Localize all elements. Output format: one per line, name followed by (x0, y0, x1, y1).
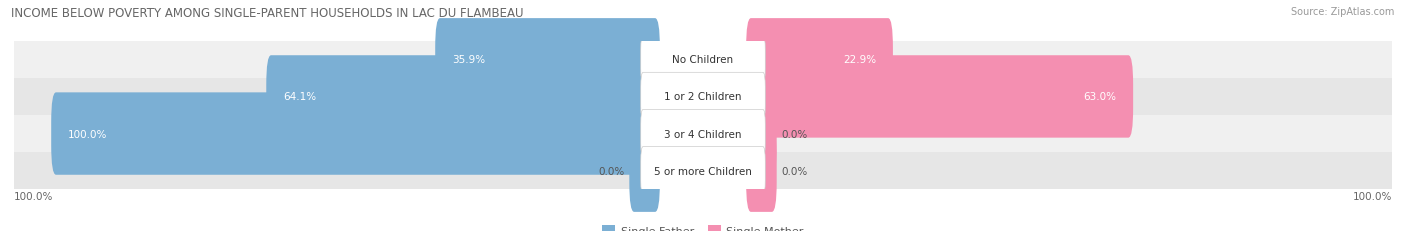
FancyBboxPatch shape (641, 36, 765, 84)
FancyBboxPatch shape (641, 110, 765, 158)
FancyBboxPatch shape (436, 19, 659, 101)
Text: 22.9%: 22.9% (844, 55, 876, 65)
Text: 3 or 4 Children: 3 or 4 Children (664, 129, 742, 139)
Text: No Children: No Children (672, 55, 734, 65)
FancyBboxPatch shape (14, 79, 1392, 116)
FancyBboxPatch shape (641, 73, 765, 121)
FancyBboxPatch shape (14, 116, 1392, 152)
Text: 64.1%: 64.1% (283, 92, 316, 102)
Text: 5 or more Children: 5 or more Children (654, 166, 752, 176)
Text: 100.0%: 100.0% (14, 191, 53, 201)
FancyBboxPatch shape (641, 147, 765, 195)
Text: 1 or 2 Children: 1 or 2 Children (664, 92, 742, 102)
FancyBboxPatch shape (747, 19, 893, 101)
Text: 100.0%: 100.0% (67, 129, 107, 139)
Text: 0.0%: 0.0% (599, 166, 626, 176)
Text: 100.0%: 100.0% (1353, 191, 1392, 201)
FancyBboxPatch shape (51, 93, 659, 175)
Text: 63.0%: 63.0% (1084, 92, 1116, 102)
Text: Source: ZipAtlas.com: Source: ZipAtlas.com (1291, 7, 1395, 17)
Legend: Single Father, Single Mother: Single Father, Single Mother (598, 221, 808, 231)
Text: INCOME BELOW POVERTY AMONG SINGLE-PARENT HOUSEHOLDS IN LAC DU FLAMBEAU: INCOME BELOW POVERTY AMONG SINGLE-PARENT… (11, 7, 524, 20)
FancyBboxPatch shape (266, 56, 659, 138)
FancyBboxPatch shape (747, 93, 776, 175)
FancyBboxPatch shape (747, 56, 1133, 138)
FancyBboxPatch shape (630, 130, 659, 212)
FancyBboxPatch shape (14, 152, 1392, 189)
Text: 0.0%: 0.0% (780, 166, 807, 176)
Text: 35.9%: 35.9% (451, 55, 485, 65)
FancyBboxPatch shape (14, 42, 1392, 79)
FancyBboxPatch shape (747, 130, 776, 212)
Text: 0.0%: 0.0% (780, 129, 807, 139)
